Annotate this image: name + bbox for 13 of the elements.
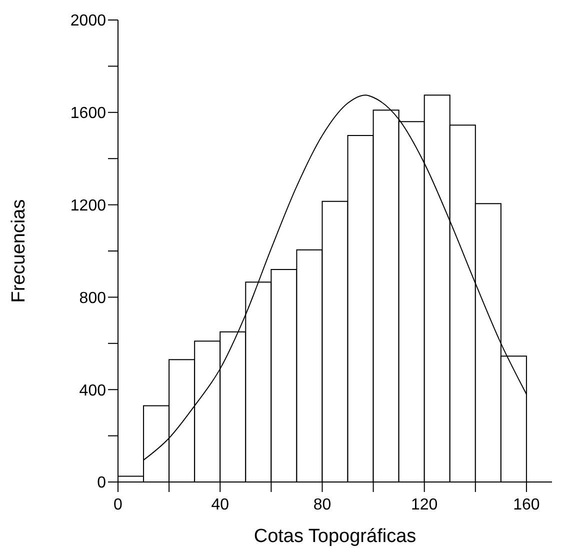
- y-tick-label: 2000: [70, 12, 106, 30]
- y-tick-label: 1200: [70, 197, 106, 214]
- x-tick-label: 40: [211, 496, 230, 514]
- x-tick-label: 80: [313, 496, 332, 514]
- x-axis-title: Cotas Topográficas: [254, 526, 416, 547]
- y-tick-label: 0: [97, 474, 106, 492]
- x-tick-label: 0: [114, 496, 123, 514]
- y-tick-label: 800: [79, 290, 106, 307]
- x-tick-label: 160: [513, 496, 540, 514]
- y-tick-label: 400: [79, 382, 106, 400]
- y-tick-label: 1600: [70, 105, 106, 122]
- y-axis-title: Frecuencias: [8, 199, 30, 303]
- x-tick-label: 120: [411, 496, 438, 514]
